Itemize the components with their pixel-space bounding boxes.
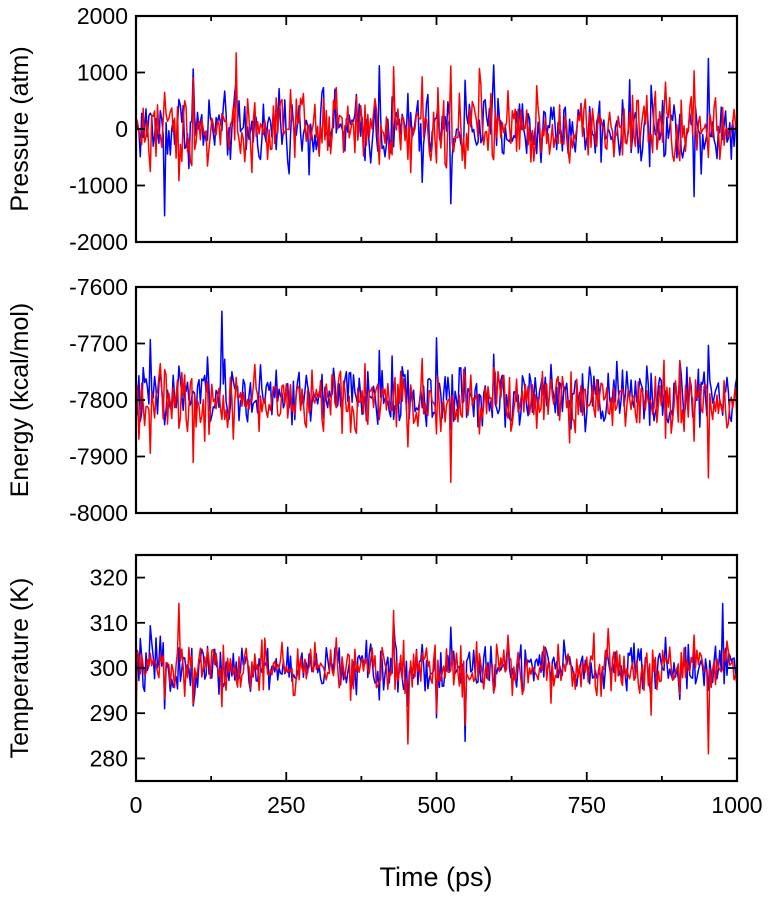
- x-tick-label: 1000: [711, 792, 762, 818]
- series-group: [136, 310, 737, 484]
- y-axis-label: Temperature (K): [6, 578, 34, 759]
- y-tick-label: -2000: [69, 229, 128, 255]
- y-tick-label: -1000: [69, 173, 128, 199]
- y-tick-label: 1000: [77, 60, 128, 86]
- blue-series-line: [136, 602, 737, 743]
- x-tick-labels: 0 250 500 750 1000: [130, 792, 763, 818]
- x-tick-label: 750: [568, 792, 606, 818]
- y-axis-label: Energy (kcal/mol): [6, 303, 34, 498]
- red-series-line: [136, 357, 737, 484]
- panel-1: -2000 -1000 0 1000 2000 Pressure (atm): [6, 3, 739, 255]
- y-tick-label: 290: [90, 700, 128, 726]
- y-tick-label: -7600: [69, 274, 128, 300]
- x-axis-label: Time (ps): [380, 862, 493, 892]
- y-tick-label: 2000: [77, 3, 128, 29]
- y-tick-label: 0: [115, 116, 128, 142]
- y-tick-label: 300: [90, 655, 128, 681]
- y-tick-label: -8000: [69, 500, 128, 526]
- panel-3: 280 290 300 310 320 Temperature (K): [6, 553, 739, 783]
- y-tick-label: 310: [90, 610, 128, 636]
- y-tick-label: -7900: [69, 444, 128, 470]
- x-tick-label: 500: [417, 792, 455, 818]
- y-tick-label: -7800: [69, 387, 128, 413]
- y-tick-label: -7700: [69, 331, 128, 357]
- y-axis-label: Pressure (atm): [6, 46, 34, 211]
- y-tick-label: 280: [90, 745, 128, 771]
- series-group: [136, 52, 737, 217]
- red-series-line: [136, 602, 737, 755]
- panel-2: -8000 -7900 -7800 -7700 -7600 Energy (kcal/mo…: [6, 274, 739, 526]
- red-series-line: [136, 52, 737, 182]
- x-tick-label: 0: [130, 792, 143, 818]
- x-tick-label: 250: [267, 792, 305, 818]
- series-group: [136, 602, 737, 755]
- y-tick-label: 320: [90, 565, 128, 591]
- panels: -2000 -1000 0 1000 2000 Pressure (atm) -8000 -7…: [6, 3, 739, 783]
